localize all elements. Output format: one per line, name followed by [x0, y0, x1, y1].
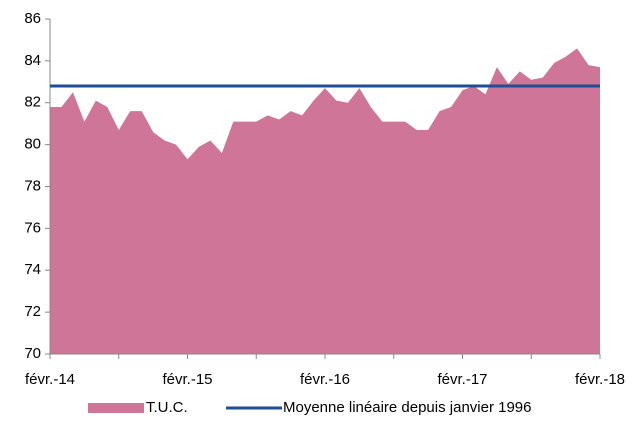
x-tick-label: févr.-16: [300, 371, 350, 388]
y-tick-label: 82: [24, 94, 41, 111]
x-tick-label: févr.-17: [437, 371, 487, 388]
y-tick-label: 74: [24, 261, 41, 278]
y-tick-label: 84: [24, 52, 41, 69]
y-tick-label: 80: [24, 136, 41, 153]
x-tick-label: févr.-15: [162, 371, 212, 388]
y-tick-label: 86: [24, 10, 41, 27]
y-tick-label: 78: [24, 177, 41, 194]
x-tick-label: févr.-18: [575, 371, 625, 388]
legend-label: T.U.C.: [146, 399, 188, 416]
area: [50, 48, 600, 354]
y-tick-label: 76: [24, 219, 41, 236]
legend-swatch: [88, 403, 144, 413]
y-tick-label: 70: [24, 345, 41, 362]
y-tick-label: 72: [24, 303, 41, 320]
x-tick-label: févr.-14: [25, 371, 75, 388]
legend-label: Moyenne linéaire depuis janvier 1996: [283, 399, 532, 416]
